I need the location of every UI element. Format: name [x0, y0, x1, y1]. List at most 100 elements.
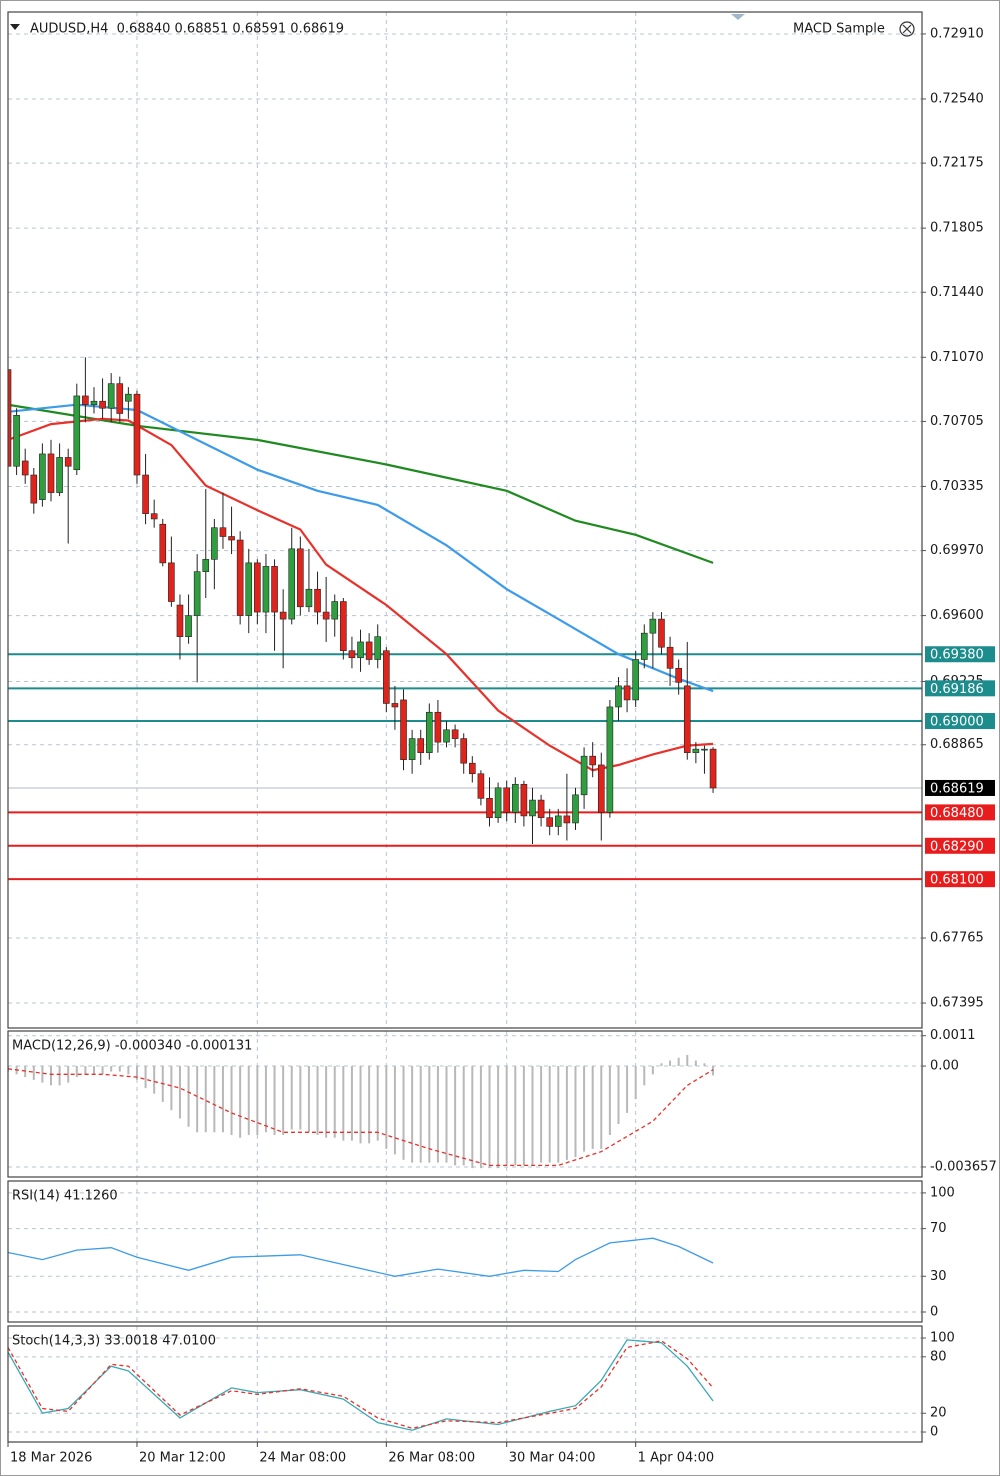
candle-body	[649, 618, 657, 634]
level-price-tag	[925, 804, 995, 821]
x-tick-label: 30 Mar 04:00	[509, 1451, 596, 1466]
panel-frame	[7, 1325, 923, 1443]
candle-body	[529, 799, 536, 817]
candle-body	[709, 748, 717, 789]
y-tick-label: 100	[930, 1185, 955, 1200]
plot-area	[8, 1326, 922, 1442]
y-tick-label: 0.70335	[930, 479, 984, 494]
indicator-line	[8, 1237, 714, 1277]
indicator-line	[8, 403, 714, 564]
indicator-line	[8, 417, 714, 772]
x-tick-label: 1 Apr 04:00	[638, 1451, 715, 1466]
candle-body	[271, 566, 278, 613]
x-tick-label: 18 Mar 2026	[10, 1451, 92, 1466]
panel-title: MACD(12,26,9) -0.000340 -0.000131	[12, 1039, 252, 1054]
level-price-tag	[925, 680, 995, 697]
y-tick-label: 70	[930, 1221, 947, 1236]
candle-body	[365, 641, 373, 660]
candle-body	[73, 395, 81, 471]
candle-body	[443, 729, 450, 743]
candle-body	[107, 383, 115, 409]
candle-body	[228, 536, 235, 541]
candle-body	[383, 650, 390, 704]
candle-body	[374, 636, 382, 660]
candle-body	[451, 729, 459, 739]
candle-body	[666, 646, 674, 669]
level-price-tag	[925, 646, 995, 663]
candle-body	[159, 523, 167, 564]
x-tick-label: 24 Mar 08:00	[259, 1451, 346, 1466]
level-price-tag	[925, 871, 995, 888]
indicator-line	[8, 1339, 714, 1431]
candle-body	[503, 787, 511, 813]
y-tick-label: 30	[930, 1269, 947, 1284]
candle-body	[64, 457, 72, 467]
candle-body	[125, 393, 132, 402]
level-price-label: 0.69000	[930, 715, 984, 730]
candle-body	[623, 685, 631, 701]
candle-body	[417, 738, 425, 753]
candle-body	[554, 815, 562, 827]
y-tick-label: 0.69970	[930, 543, 984, 558]
y-tick-label: 0.70705	[930, 414, 984, 429]
y-tick-label: 0.71440	[930, 285, 984, 300]
candle-body	[357, 641, 364, 659]
candle-body	[314, 588, 321, 613]
y-tick-label: -0.003657	[930, 1159, 997, 1174]
candle-body	[434, 711, 442, 743]
plot-area	[8, 1031, 922, 1177]
candle-body	[305, 588, 313, 608]
candle-body	[632, 659, 639, 701]
candle-body	[563, 815, 571, 824]
candle-body	[580, 755, 588, 796]
candle-body	[640, 632, 648, 660]
candle-body	[13, 414, 20, 467]
level-price-label: 0.69380	[930, 648, 984, 663]
x-tick-label: 26 Mar 08:00	[388, 1451, 475, 1466]
candle-body	[150, 513, 158, 520]
plot-area	[8, 1181, 922, 1322]
candle-body	[236, 539, 244, 616]
candle-body	[701, 748, 708, 751]
candle-body	[512, 783, 519, 813]
candle-body	[90, 400, 98, 406]
candle-body	[340, 601, 347, 652]
candle-body	[288, 548, 296, 620]
y-tick-label: 0.72175	[930, 156, 984, 171]
level-price-tag	[925, 713, 995, 730]
y-tick-label: 0.68865	[930, 737, 984, 752]
candle-body	[21, 460, 29, 476]
y-tick-label: 20	[930, 1406, 947, 1421]
candle-body	[254, 562, 261, 613]
candle-body	[116, 383, 124, 414]
candle-body	[675, 668, 682, 683]
candle-body	[219, 527, 227, 537]
candle-body	[8, 369, 12, 467]
y-tick-label: 100	[930, 1331, 955, 1346]
candle-body	[520, 783, 528, 817]
candle-body	[211, 527, 218, 560]
y-tick-label: 0.67765	[930, 931, 984, 946]
level-price-label: 0.68480	[930, 806, 984, 821]
x-tick-label: 20 Mar 12:00	[139, 1451, 226, 1466]
candle-body	[47, 453, 55, 493]
y-tick-label: 0	[930, 1304, 938, 1319]
y-tick-label: 0.72910	[930, 26, 984, 41]
menu-arrow	[10, 24, 20, 30]
expert-icon-mark	[902, 24, 912, 34]
level-price-label: 0.68290	[930, 839, 984, 854]
candle-body	[426, 711, 433, 753]
candle-body	[331, 601, 339, 620]
candle-body	[683, 685, 691, 753]
y-tick-label: 0.0011	[930, 1028, 976, 1043]
candle-body	[39, 453, 46, 500]
candle-body	[262, 566, 270, 613]
plot-area	[8, 12, 922, 1028]
candle-body	[279, 611, 287, 620]
candle-body	[193, 571, 201, 616]
candle-body	[82, 395, 89, 406]
level-price-label: 0.68100	[930, 873, 984, 888]
candle-body	[537, 799, 545, 818]
expert-name: MACD Sample	[793, 22, 885, 37]
